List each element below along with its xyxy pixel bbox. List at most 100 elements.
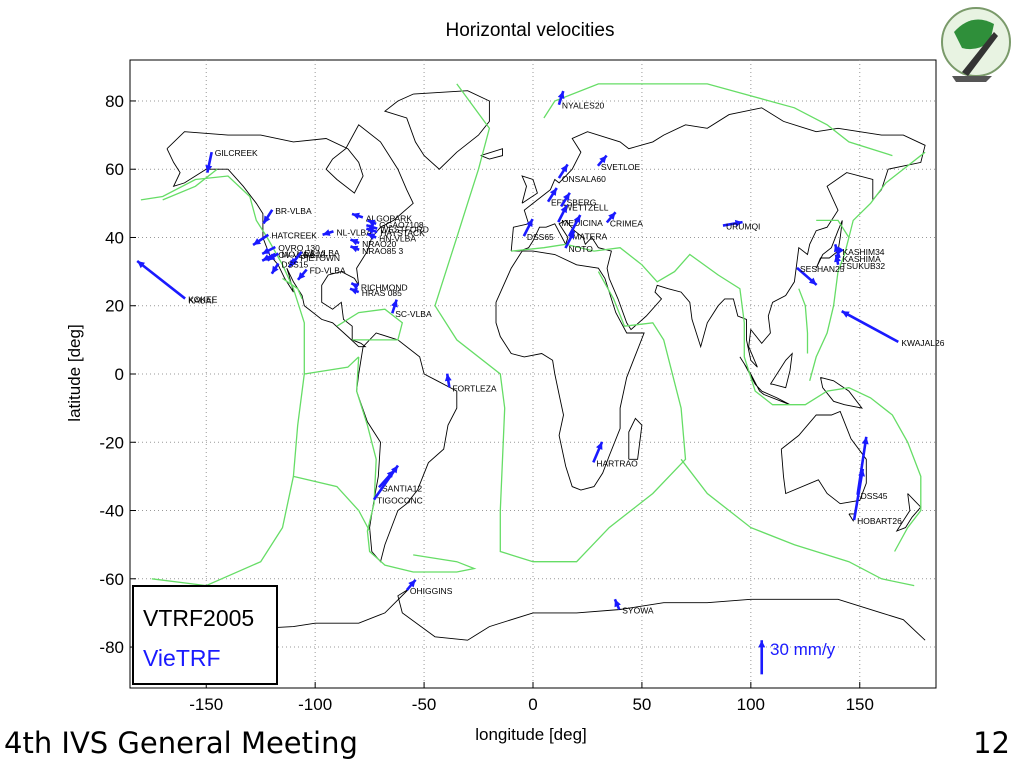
station-label: TSUKUB32	[841, 261, 885, 271]
velocity-arrow-head	[350, 288, 358, 295]
velocity-arrow-head	[352, 212, 360, 220]
station-label: DSS45	[861, 491, 888, 501]
coastline	[820, 376, 863, 409]
velocity-arrow-head	[560, 164, 568, 173]
velocity-arrow-head	[560, 205, 567, 214]
velocity-arrow-head	[734, 219, 743, 227]
x-tick-label: 150	[846, 695, 874, 714]
velocity-arrow-head	[567, 231, 575, 239]
velocity-arrow-head	[253, 238, 261, 245]
y-tick-label: 40	[105, 228, 124, 247]
station-label: FD-VLBA	[310, 266, 346, 276]
y-axis-label: latitude [deg]	[65, 324, 84, 421]
station-label: GGAO7108	[379, 220, 424, 230]
coastline	[521, 175, 538, 204]
velocity-arrow-head	[351, 283, 360, 290]
velocity-arrow-head	[834, 254, 841, 263]
station-label: TIGOCONC	[377, 496, 423, 506]
velocity-arrow-head	[391, 299, 398, 308]
plate-boundary-line	[304, 356, 360, 375]
station-label: KWAJAL26	[901, 338, 944, 348]
coastline	[815, 220, 843, 269]
station-label: OHIGGINS	[410, 586, 453, 596]
station-label: ALGOPARK	[366, 213, 412, 223]
coastline	[383, 90, 490, 170]
velocity-arrow-head	[596, 441, 603, 450]
station-label: PIETOWN	[301, 253, 341, 263]
coastline	[510, 107, 926, 368]
station-label: SYOWA	[622, 606, 654, 616]
axis-ticks: -150 -100 -50 0 50 100 150 -80 -60 -40 -20 0 20 40 60 8…	[99, 92, 874, 714]
y-tick-label: 0	[115, 365, 124, 384]
velocity-arrow-head	[205, 164, 213, 173]
station-label: NYALES20	[562, 101, 605, 111]
station-label: WETTZELL	[564, 202, 609, 212]
plate-boundary-line	[140, 175, 305, 587]
velocity-arrow-head	[557, 91, 565, 99]
page-number: 12	[973, 726, 1010, 760]
coastline	[356, 332, 458, 563]
plate-boundary-line	[511, 243, 922, 552]
station-label: URUMQI	[726, 222, 760, 232]
velocity-arrow-head	[262, 247, 271, 254]
velocity-arrow-head	[614, 599, 621, 608]
chart-title: Horizontal velocities	[446, 20, 615, 41]
velocity-arrow-head	[861, 436, 869, 445]
plate-boundary-line	[293, 475, 371, 532]
plate-boundary-line	[336, 308, 404, 341]
coastline	[780, 410, 867, 505]
coastlines	[140, 90, 926, 641]
velocity-arrow-head	[350, 238, 359, 246]
station-label: LA-VLBA	[305, 248, 340, 258]
legend-entry-vtrf2005: VTRF2005	[143, 605, 254, 631]
velocity-arrow-head	[841, 311, 850, 318]
legend-entry-vietrf: VieTRF	[143, 645, 221, 671]
station-label: SANTIA12	[382, 483, 422, 493]
velocity-arrow-head	[263, 215, 271, 224]
station-label: RICHMOND	[361, 283, 408, 293]
plate-boundaries	[140, 83, 926, 587]
station-label: HATCREEK	[271, 231, 317, 241]
station-label: CRIMEA	[610, 218, 643, 228]
legend: VTRF2005 VieTRF	[132, 585, 278, 685]
station-label: HRAS 085	[362, 288, 402, 298]
scale-arrow-label: 30 mm/y	[770, 640, 836, 659]
y-tick-label: -60	[99, 570, 124, 589]
station-label: ONSALA60	[562, 174, 606, 184]
station-label: EFLSBERG	[551, 198, 596, 208]
velocity-arrow-head	[808, 277, 817, 285]
velocity-arrow-head	[573, 215, 581, 223]
station-label: MOJAVE12	[281, 250, 325, 260]
station-label: OV-VLBA	[278, 250, 315, 260]
coastline	[495, 250, 645, 491]
velocity-arrow	[841, 310, 899, 344]
velocity-arrow-head	[137, 261, 145, 269]
plate-boundary-line	[848, 151, 926, 238]
velocity-arrow-head	[366, 227, 375, 235]
y-tick-label: -20	[99, 433, 124, 452]
velocity-arrow-head	[367, 233, 376, 240]
velocity-arrow-head	[408, 579, 416, 588]
velocity-arrow-head	[549, 188, 557, 196]
plate-boundary-line	[809, 219, 850, 381]
y-tick-label: 80	[105, 92, 124, 111]
station-label: KASHIMA	[842, 254, 881, 264]
velocity-arrow-head	[834, 244, 841, 253]
station-label: GILCREEK	[215, 148, 258, 158]
station-label: WESTFORD	[380, 225, 429, 235]
velocity-arrow-head	[563, 192, 570, 201]
y-tick-label: -80	[99, 638, 124, 657]
station-label: NL-VLBA	[336, 227, 372, 237]
legend-box	[132, 585, 278, 685]
y-tick-label: 20	[105, 297, 124, 316]
velocity-arrow-head	[267, 253, 276, 261]
plate-boundary-line	[162, 168, 218, 201]
coastline	[628, 417, 643, 460]
velocity-arrow-head	[444, 373, 452, 382]
scale-arrow: 30 mm/y	[758, 640, 836, 675]
station-label: DSS15	[281, 259, 308, 269]
station-label: HOBART26	[857, 516, 902, 526]
plate-boundary-line	[434, 83, 687, 563]
coastline	[895, 493, 922, 532]
